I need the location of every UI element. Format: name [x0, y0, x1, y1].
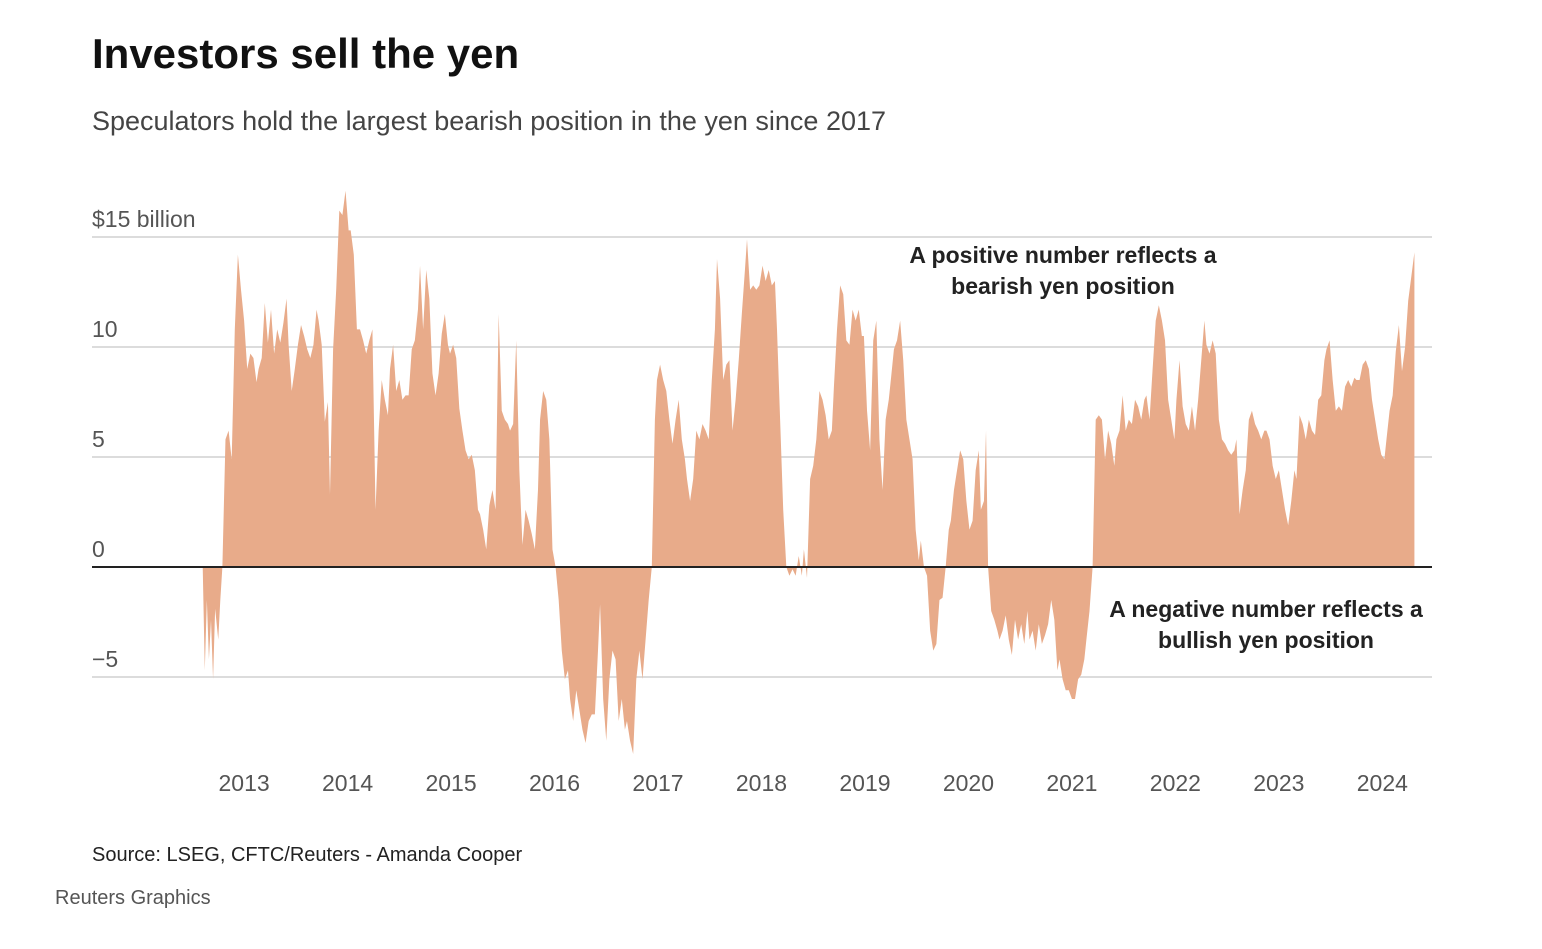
x-tick-label: 2023 — [1253, 770, 1304, 796]
annotation: bullish yen position — [1158, 627, 1374, 653]
x-tick-label: 2021 — [1046, 770, 1097, 796]
y-tick-label: $15 billion — [92, 206, 196, 232]
x-tick-label: 2015 — [425, 770, 476, 796]
chart-title: Investors sell the yen — [92, 30, 519, 77]
x-tick-label: 2014 — [322, 770, 373, 796]
x-tick-label: 2017 — [632, 770, 683, 796]
area — [202, 190, 1415, 755]
x-tick-label: 2024 — [1357, 770, 1408, 796]
chart-subtitle: Speculators hold the largest bearish pos… — [92, 106, 886, 136]
annotation: bearish yen position — [951, 273, 1175, 299]
x-tick-label: 2016 — [529, 770, 580, 796]
y-tick-label: 5 — [92, 426, 105, 452]
plot-area — [202, 190, 1415, 755]
y-tick-label: −5 — [92, 646, 118, 672]
x-tick-label: 2022 — [1150, 770, 1201, 796]
credit: Reuters Graphics — [55, 887, 211, 909]
x-tick-label: 2019 — [839, 770, 890, 796]
annotation: A positive number reflects a — [909, 242, 1216, 268]
x-tick-label: 2020 — [943, 770, 994, 796]
annotation: A negative number reflects a — [1109, 596, 1423, 622]
source: Source: LSEG, CFTC/Reuters - Amanda Coop… — [92, 844, 523, 866]
y-tick-label: 10 — [92, 316, 118, 342]
x-tick-label: 2018 — [736, 770, 787, 796]
y-tick-label: 0 — [92, 536, 105, 562]
x-tick-label: 2013 — [219, 770, 270, 796]
